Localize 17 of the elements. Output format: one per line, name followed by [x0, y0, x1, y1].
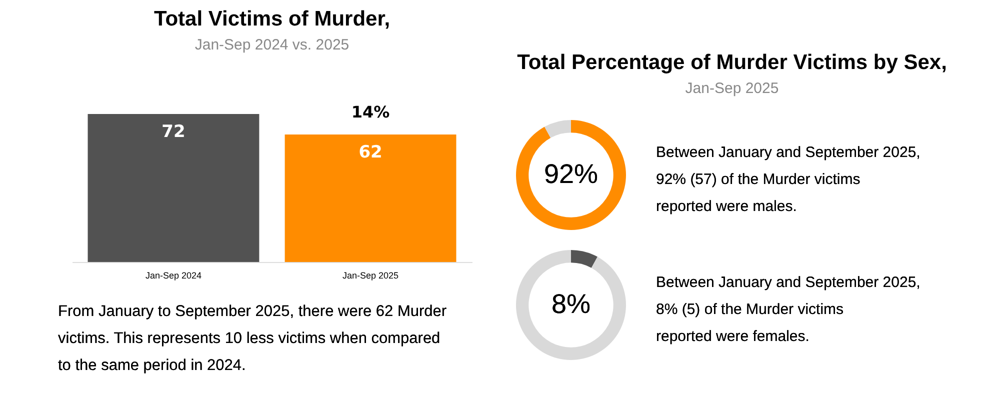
data-label: 62	[358, 142, 382, 163]
chart-subtitle: Jan-Sep 2024 vs. 2025	[194, 36, 350, 54]
donut-slice	[516, 250, 626, 360]
donut-slice	[544, 120, 571, 138]
donut-slice	[571, 250, 598, 268]
text: Jan-Sep 2025	[685, 80, 779, 97]
chart-title: Total Victims of Murder,	[154, 8, 390, 31]
annotation: 14%	[351, 102, 390, 122]
text: From January to September 2025, there were 62 Murder victims. This represents 10 less victims when compared to the same period in 2024.	[58, 303, 447, 374]
data-label: 8%	[551, 289, 591, 319]
x-tick-label: Jan-Sep 2024	[145, 270, 202, 280]
text: Between January and September 2025, 92% (57) of the Murder victims reported were males.	[656, 144, 920, 215]
donut-slice	[516, 120, 626, 230]
data-label: 72	[162, 122, 186, 142]
data-label: 92%	[544, 159, 598, 189]
text: Between January and September 2025, 8% (5) of the Murder victims reported were females.	[656, 274, 920, 345]
text: Total Percentage of Murder Victims by Sex,	[517, 51, 947, 74]
